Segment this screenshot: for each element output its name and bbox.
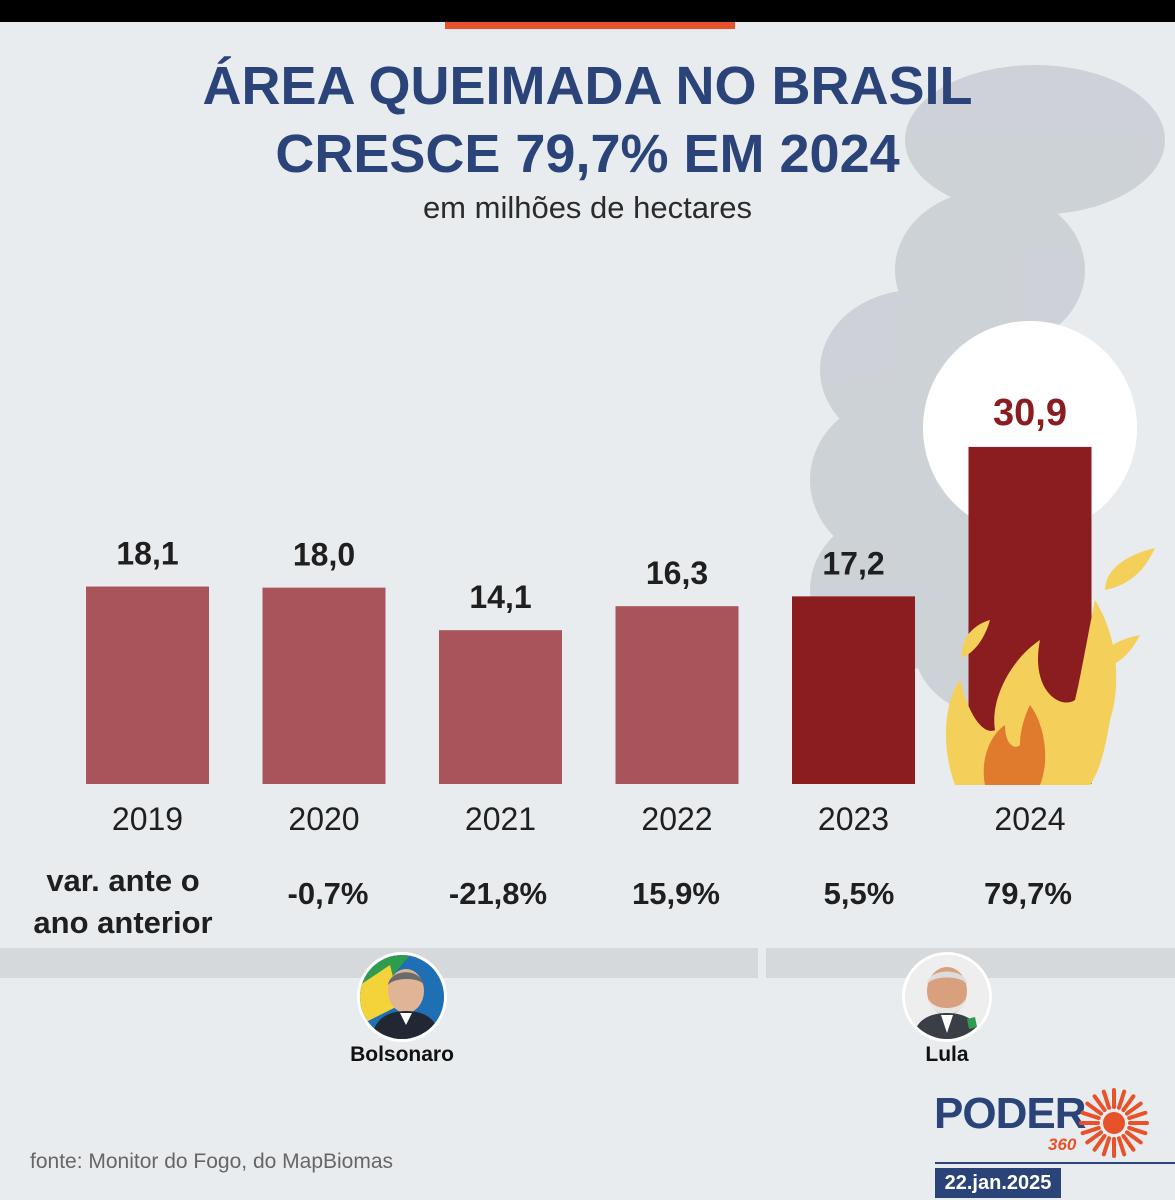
source-note: fonte: Monitor do Fogo, do MapBiomas xyxy=(30,1150,394,1173)
variation-label: var. ante o ano anterior xyxy=(33,863,213,940)
lula-name: Lula xyxy=(925,1043,969,1066)
bolsonaro-name: Bolsonaro xyxy=(350,1043,454,1066)
publication-date: 22.jan.2025 xyxy=(935,1168,1061,1198)
logo-text: PODER xyxy=(934,1089,1086,1138)
flame-illustration xyxy=(945,548,1155,785)
value-label-2022: 16,3 xyxy=(646,555,708,591)
variation-2021: -21,8% xyxy=(448,876,548,911)
header: ÁREA QUEIMADA NO BRASIL CRESCE 79,7% EM … xyxy=(0,52,1175,228)
lula-avatar xyxy=(905,955,989,1039)
value-label-2024: 30,9 xyxy=(993,392,1067,434)
logo-number: 360 xyxy=(1048,1135,1077,1154)
variation-2022: 15,9% xyxy=(632,876,720,911)
value-label-2019: 18,1 xyxy=(116,536,178,572)
top-bar xyxy=(0,0,1175,22)
bolsonaro-avatar xyxy=(360,955,444,1039)
category-label-2024: 2024 xyxy=(994,801,1065,837)
bar-2022 xyxy=(615,606,739,784)
category-label-2022: 2022 xyxy=(641,801,712,837)
variation-2023: 5,5% xyxy=(823,876,895,911)
chart-title-line-2: CRESCE 79,7% EM 2024 xyxy=(275,124,900,184)
value-label-2023: 17,2 xyxy=(822,545,884,581)
category-label-2020: 2020 xyxy=(288,801,359,837)
chart-subtitle: em milhões de hectares xyxy=(422,190,753,225)
chart-title-line-1: ÁREA QUEIMADA NO BRASIL xyxy=(202,56,973,116)
sun-icon xyxy=(1079,1088,1149,1158)
category-label-2019: 2019 xyxy=(112,801,183,837)
variation-2024: 79,7% xyxy=(984,876,1072,911)
category-label-2021: 2021 xyxy=(465,801,536,837)
category-label-2023: 2023 xyxy=(818,801,889,837)
bar-2020 xyxy=(262,587,386,784)
poder360-logo: PODER 360 xyxy=(930,1085,1160,1165)
variation-2020: -0,7% xyxy=(287,876,369,911)
date-rule xyxy=(935,1162,1175,1164)
bar-2019 xyxy=(86,586,209,784)
value-label-2021: 14,1 xyxy=(469,579,531,615)
top-accent-line xyxy=(445,22,735,29)
value-label-2020: 18,0 xyxy=(293,537,355,573)
bar-2021 xyxy=(439,630,562,784)
bar-chart: 18,1 18,0 14,1 16,3 17,2 30,9 2019 2020 2021 202… xyxy=(86,392,1155,837)
bar-2023 xyxy=(792,596,915,784)
